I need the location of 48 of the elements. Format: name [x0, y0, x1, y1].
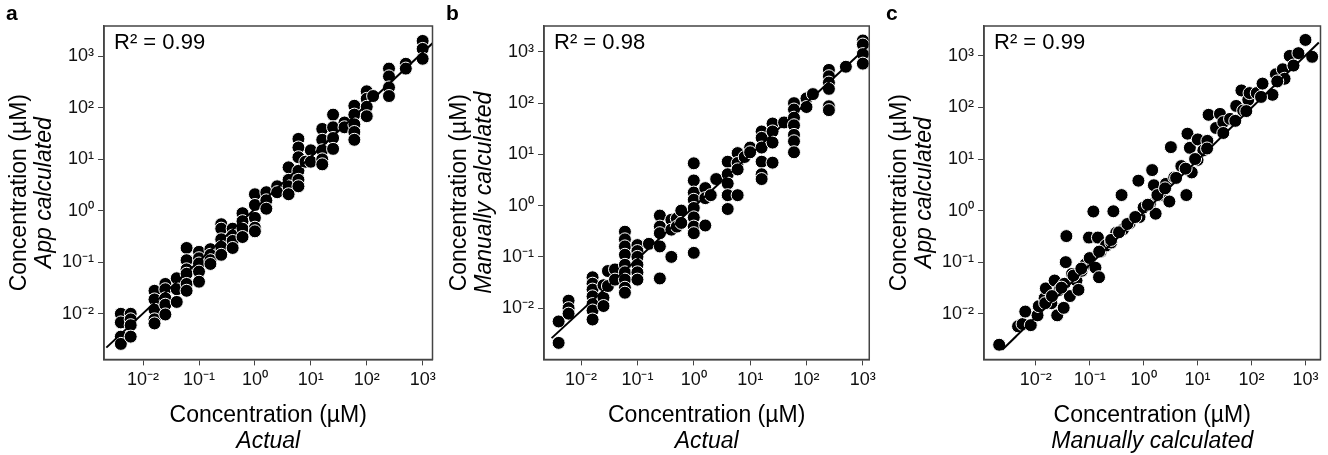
chart-title: c — [886, 1, 898, 25]
x-tick-label: 10³ — [1292, 369, 1319, 390]
y-tick-label: 10⁻¹ — [62, 251, 95, 272]
y-tick-label: 10⁰ — [67, 199, 95, 220]
x-tick-label: 10⁻¹ — [621, 369, 654, 390]
x-tick-label: 10⁻¹ — [183, 369, 216, 390]
y-tick-label: 10³ — [948, 44, 975, 65]
y-tick-label: 10² — [508, 92, 535, 113]
x-tick-label: 10² — [793, 369, 820, 390]
x-axis-title: Concentration (µM) Actual — [169, 401, 367, 453]
y-tick-label: 10⁻² — [942, 302, 975, 323]
x-tick-label: 10⁰ — [1130, 369, 1157, 390]
y-tick-label: 10⁰ — [947, 199, 975, 220]
x-tick-label: 10⁻¹ — [1073, 369, 1106, 390]
x-tick-label: 10⁰ — [241, 369, 268, 390]
chart-title: a — [6, 1, 18, 25]
y-tick-label: 10³ — [68, 45, 95, 66]
annotation: R² = 0.99 — [114, 29, 206, 55]
x-axis-title: Concentration (µM) Manually calculated — [1051, 401, 1255, 453]
y-tick-label: 10⁰ — [507, 194, 535, 215]
x-tick-label: 10³ — [409, 369, 436, 390]
annotation: R² = 0.98 — [554, 29, 646, 55]
y-tick-label: 10² — [948, 96, 975, 117]
annotation: R² = 0.99 — [994, 29, 1086, 55]
x-tick-label: 10⁰ — [680, 369, 707, 390]
y-tick-label: 10¹ — [68, 148, 95, 169]
y-tick-label: 10³ — [508, 40, 535, 61]
y-tick-label: 10⁻¹ — [942, 251, 975, 272]
y-axis-title: Concentration (µM) App calculated — [5, 94, 56, 292]
y-tick-label: 10² — [68, 96, 95, 117]
y-tick-label: 10⁻² — [502, 297, 535, 318]
y-tick-label: 10⁻¹ — [502, 245, 535, 266]
y-axis-title: Concentration (µM) Manually calculated — [445, 90, 496, 294]
x-tick-label: 10⁻² — [565, 369, 598, 390]
y-tick-label: 10¹ — [508, 143, 535, 164]
x-tick-label: 10¹ — [737, 369, 764, 390]
x-tick-label: 10¹ — [1184, 369, 1211, 390]
x-tick-label: 10³ — [849, 369, 876, 390]
x-axis-title: Concentration (µM) Actual — [607, 401, 806, 453]
x-tick-label: 10² — [1238, 369, 1265, 390]
y-axis-title: Concentration (µM) App calculated — [885, 94, 936, 292]
x-tick-label: 10⁻² — [1019, 369, 1052, 390]
y-tick-label: 10¹ — [948, 147, 975, 168]
x-tick-label: 10¹ — [297, 369, 324, 390]
x-tick-label: 10⁻² — [127, 369, 160, 390]
chart-title: b — [446, 1, 459, 25]
x-tick-label: 10² — [353, 369, 380, 390]
y-tick-label: 10⁻² — [62, 302, 95, 323]
